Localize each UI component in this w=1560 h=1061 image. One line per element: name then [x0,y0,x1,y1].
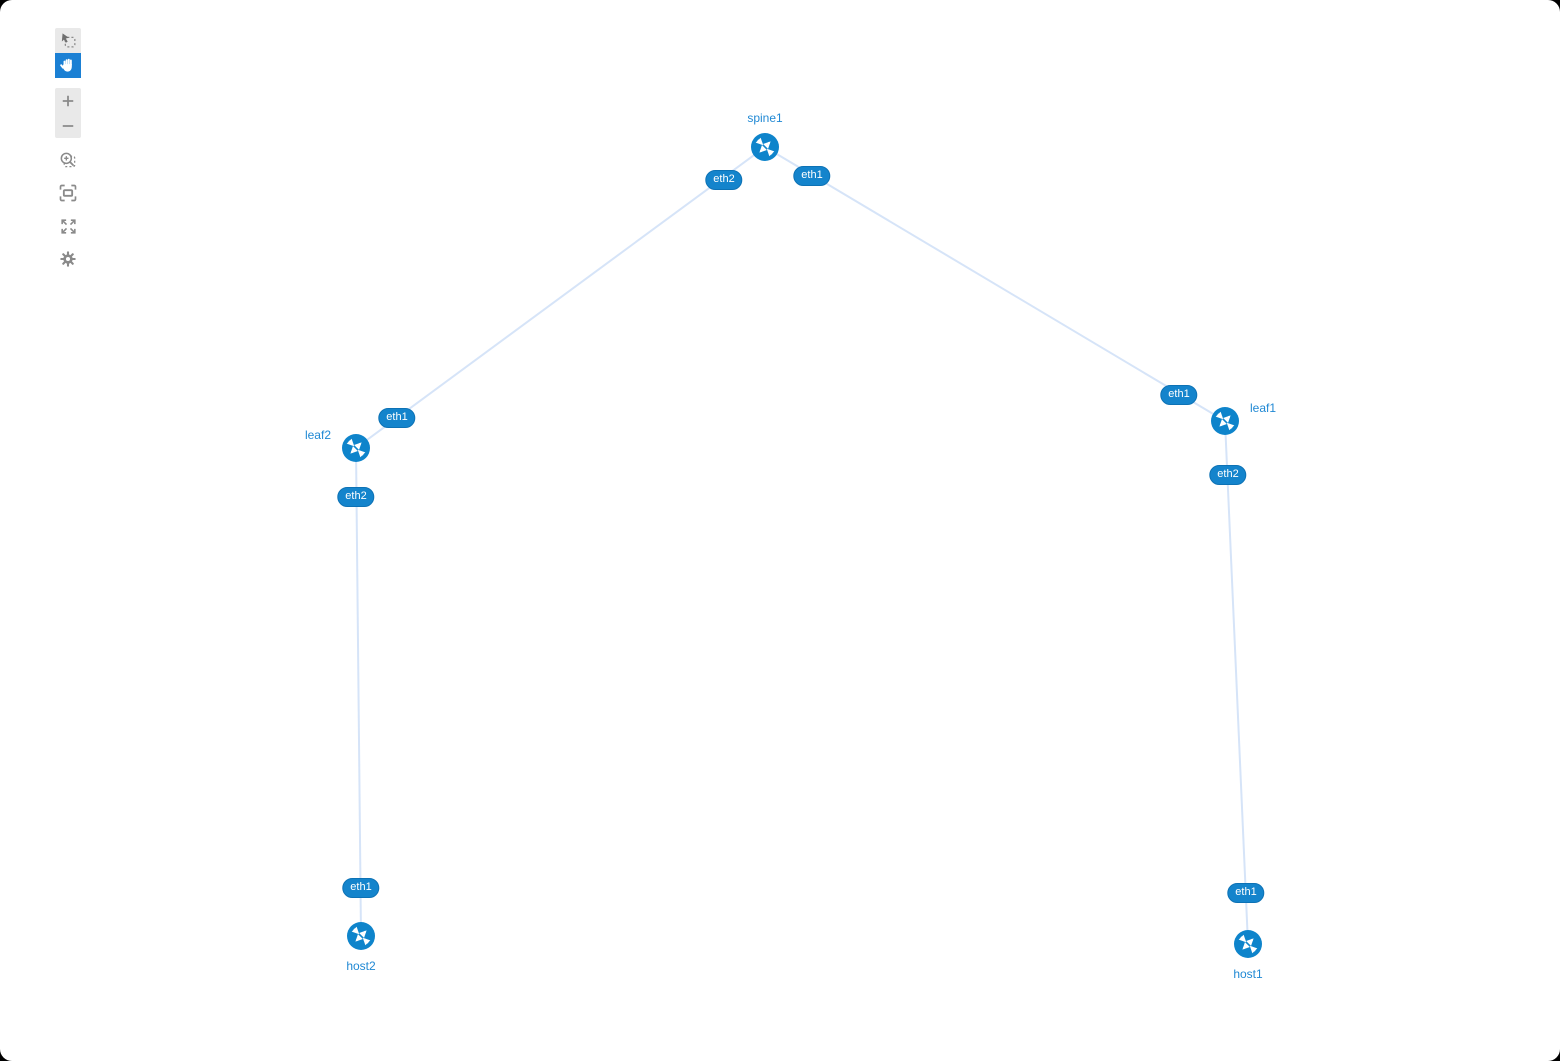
node-label-spine1: spine1 [747,111,783,125]
select-tool-button[interactable] [55,28,81,53]
port-label-spine1-eth2[interactable]: eth2 [705,170,743,190]
router-icon [1234,930,1262,958]
fit-view-icon [59,184,77,202]
fit-to-view-button[interactable] [55,181,81,205]
router-icon [342,434,370,462]
node-label-leaf2: leaf2 [304,428,331,442]
toolbar-group [55,28,81,78]
edge-leaf2-host2[interactable] [355,447,362,937]
plus-icon [62,95,74,106]
port-label-leaf1-eth2[interactable]: eth2 [1209,465,1247,485]
router-icon [751,133,779,161]
router-icon [347,922,375,950]
port-label-spine1-eth1[interactable]: eth1 [793,166,831,186]
expand-arrows-icon [60,218,76,234]
node-leaf2[interactable]: leaf2 [305,428,370,462]
canvas-toolbar [55,28,81,281]
node-host2[interactable]: host2 [346,922,376,973]
toolbar-group-loose [55,148,81,271]
zoom-in-button[interactable] [55,88,81,113]
settings-button[interactable] [55,247,81,271]
node-label-host1: host1 [1233,967,1263,981]
zoom-area-icon [60,152,76,168]
node-host1[interactable]: host1 [1233,930,1263,981]
zoom-out-button[interactable] [55,113,81,138]
pan-tool-button[interactable] [55,53,81,78]
edge-spine1-leaf1[interactable] [764,146,1226,422]
gear-icon [60,251,76,267]
port-label-leaf2-eth2[interactable]: eth2 [337,487,375,507]
hand-icon [59,58,72,72]
lasso-select-icon [61,33,75,48]
expand-nodes-button[interactable] [55,214,81,238]
port-label-host2-eth1[interactable]: eth1 [342,878,380,898]
minus-icon [62,124,74,127]
port-label-leaf1-eth1[interactable]: eth1 [1160,385,1198,405]
node-spine1[interactable]: spine1 [747,111,783,161]
node-label-leaf1: leaf1 [1250,401,1277,415]
node-leaf1[interactable]: leaf1 [1211,401,1276,435]
edge-leaf1-host1[interactable] [1224,420,1249,945]
edge-spine1-leaf2[interactable] [355,146,766,449]
zoom-to-area-button[interactable] [55,148,81,172]
node-label-host2: host2 [346,959,376,973]
port-label-host1-eth1[interactable]: eth1 [1227,883,1265,903]
router-icon [1211,407,1239,435]
toolbar-group [55,88,81,138]
port-label-leaf2-eth1[interactable]: eth1 [378,408,416,428]
